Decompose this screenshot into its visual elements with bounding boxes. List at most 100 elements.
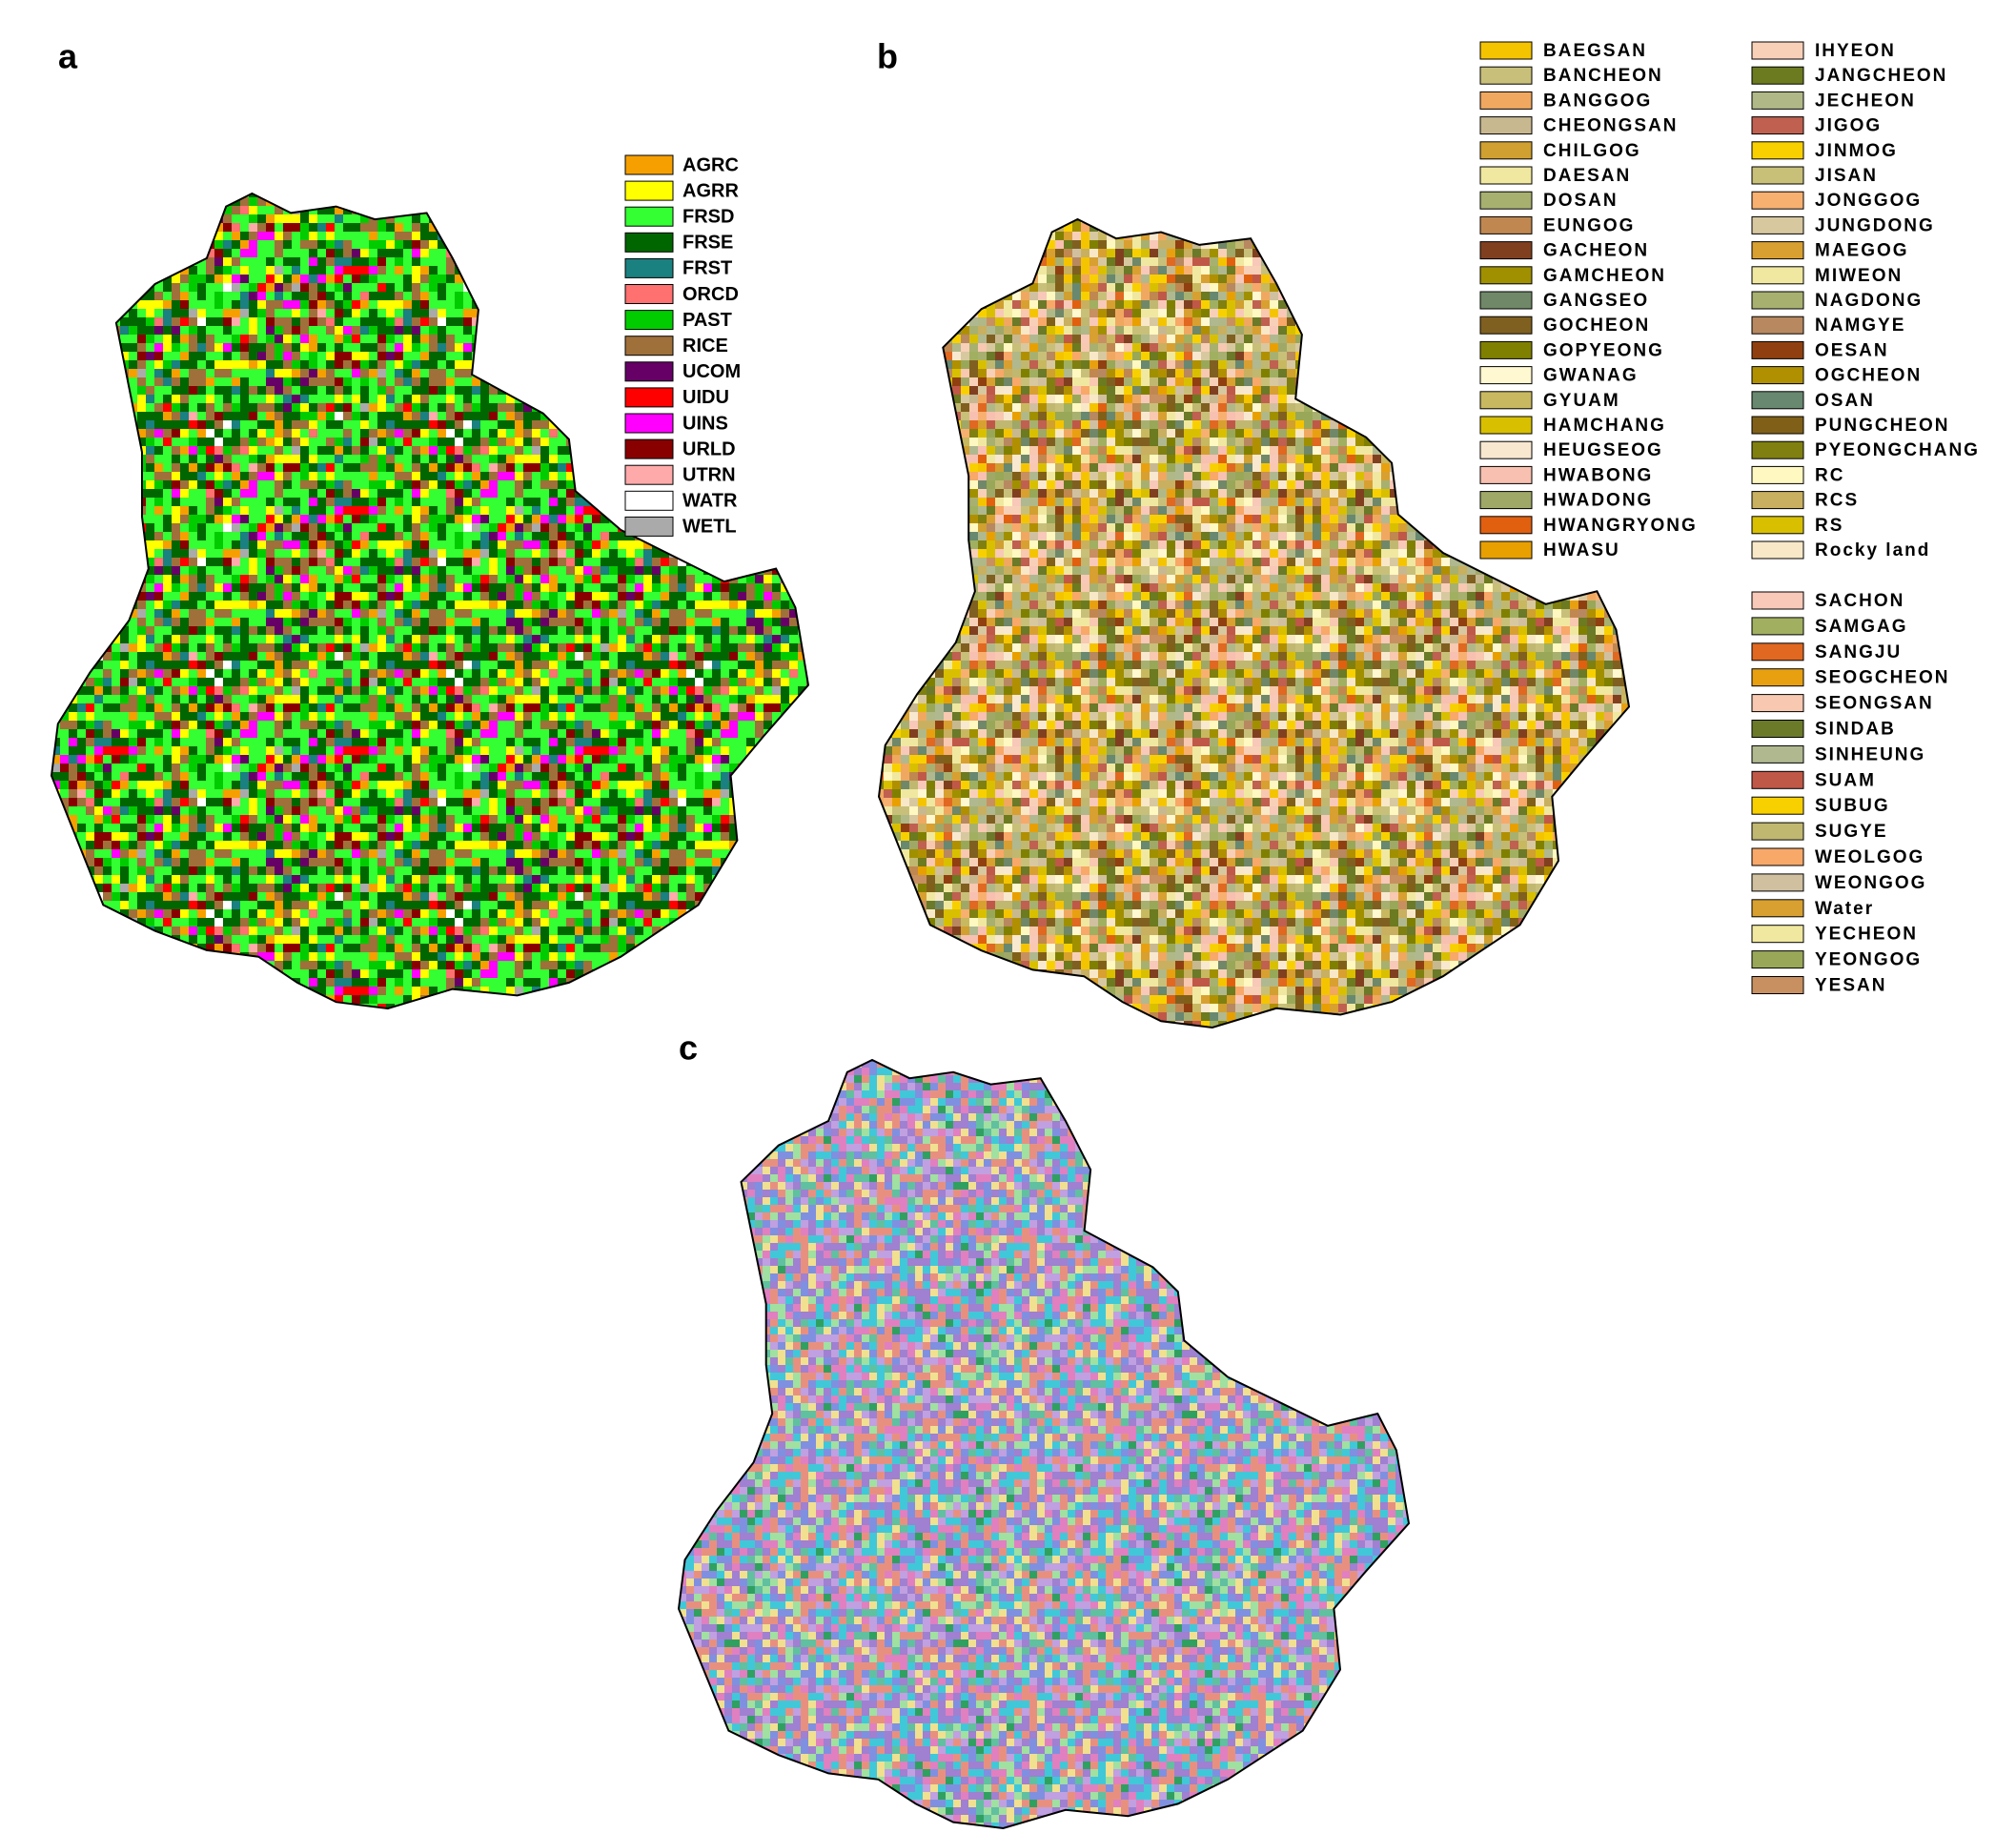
legend-label: CHILGOG [1543,141,1641,161]
legend-swatch [624,464,674,485]
legend-label: WETL [682,517,737,538]
legend-swatch [1479,66,1533,85]
legend-swatch [1751,668,1804,687]
legend-swatch [624,154,674,175]
legend-label: SUGYE [1815,822,1888,842]
legend-swatch [1479,141,1533,160]
legend-swatch [1751,440,1804,459]
legend-label: OSAN [1815,391,1875,411]
legend-swatch [624,490,674,511]
legend-label: EUNGOG [1543,215,1635,235]
legend-swatch [1751,976,1804,994]
legend-swatch [624,180,674,201]
legend-label: CHEONGSAN [1543,116,1679,136]
legend-swatch [1751,899,1804,918]
legend-swatch [1751,796,1804,815]
legend-label: HWASU [1543,540,1620,560]
legend-label: JANGCHEON [1815,66,1947,86]
legend-label: UINS [682,413,728,434]
legend-swatch [1479,215,1533,234]
legend-label: RC [1815,465,1844,485]
legend-swatch [1479,241,1533,260]
legend-label: GACHEON [1543,241,1649,261]
legend-swatch [624,284,674,304]
panel-label: c [679,1029,698,1068]
legend-swatch [1479,465,1533,484]
legend-label: AGRC [682,154,739,175]
legend-label: AGRR [682,180,739,201]
legend-swatch [1479,440,1533,459]
legend-label: FRSE [682,233,733,254]
legend-swatch [1479,391,1533,410]
legend-label: GOCHEON [1543,316,1650,336]
legend-swatch [1479,41,1533,60]
legend-label: OGCHEON [1815,366,1922,386]
legend-swatch [1751,950,1804,969]
legend-swatch [1751,591,1804,610]
legend-swatch [1479,266,1533,285]
legend-swatch [1479,316,1533,335]
legend-label: FRSD [682,206,734,227]
legend-label: SUAM [1815,770,1876,790]
legend-swatch [1751,266,1804,285]
legend-swatch [624,310,674,331]
legend-swatch [1751,316,1804,335]
legend-label: JECHEON [1815,91,1916,111]
legend-swatch [624,438,674,459]
legend-label: MIWEON [1815,266,1903,286]
legend-swatch [1751,416,1804,435]
legend-label: WATR [682,491,738,512]
legend-label: SINDAB [1815,720,1896,740]
legend-label: GWANAG [1543,366,1639,386]
legend-label: HWABONG [1543,465,1653,485]
legend-swatch [1479,366,1533,385]
legend-label: RCS [1815,491,1859,511]
legend-swatch [1751,744,1804,764]
legend-label: ORCD [682,284,739,305]
legend-label: PUNGCHEON [1815,416,1950,436]
legend-swatch [1479,416,1533,435]
legend-swatch [624,257,674,278]
legend-label: PAST [682,310,732,331]
legend-label: URLD [682,438,736,459]
legend-swatch [1479,516,1533,535]
legend-swatch [1479,191,1533,210]
legend-swatch [624,387,674,408]
legend-label: UIDU [682,387,729,408]
legend-label: HEUGSEOG [1543,440,1663,460]
legend-swatch [1479,540,1533,560]
legend-swatch [1751,166,1804,185]
legend-swatch [1479,116,1533,135]
legend-swatch [624,206,674,227]
legend-label: PYEONGCHANG [1815,440,1980,460]
legend-label: NAMGYE [1815,316,1905,336]
legend-swatch [1751,617,1804,636]
legend-swatch [1751,873,1804,892]
legend-swatch [1751,241,1804,260]
legend-swatch [1751,720,1804,738]
legend-label: GANGSEO [1543,291,1649,311]
legend-swatch [1479,166,1533,185]
legend-label: SEONGSAN [1815,694,1934,714]
legend-label: GOPYEONG [1543,340,1664,360]
legend-swatch [1479,291,1533,310]
legend-swatch [624,516,674,537]
legend-swatch [1751,215,1804,234]
legend-swatch [1751,391,1804,410]
legend-label: IHYEON [1815,41,1896,61]
legend-swatch [1479,340,1533,359]
legend-label: UCOM [682,361,741,382]
legend-swatch [1751,465,1804,484]
legend-label: WEOLGOG [1815,847,1924,867]
legend-label: JINMOG [1815,141,1898,161]
legend-swatch [624,413,674,434]
legend-swatch [1751,694,1804,713]
panel-label: a [58,37,78,76]
legend-label: UTRN [682,464,736,485]
map [677,1058,1411,1830]
legend-label: OESAN [1815,340,1889,360]
legend-label: JIGOG [1815,116,1882,136]
legend-label: SACHON [1815,591,1904,611]
